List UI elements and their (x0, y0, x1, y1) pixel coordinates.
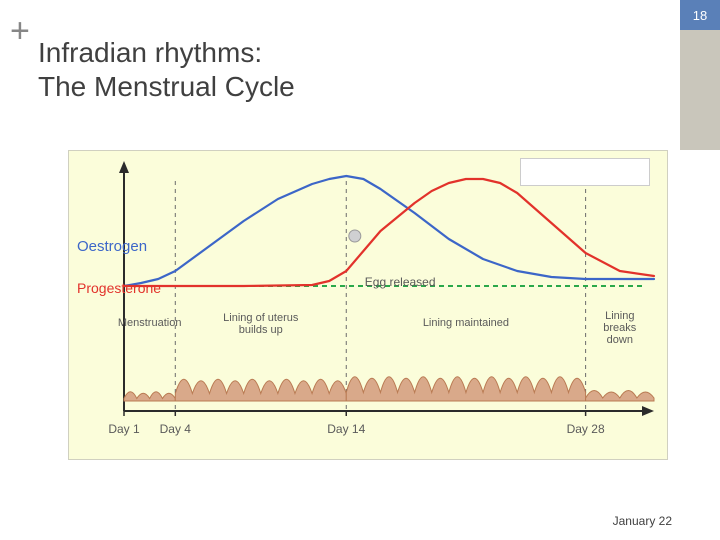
svg-text:Day 4: Day 4 (160, 422, 192, 436)
svg-text:Menstruation: Menstruation (118, 317, 182, 329)
title-line-2: The Menstrual Cycle (38, 70, 295, 104)
overlay-white-box (520, 158, 650, 186)
svg-text:Egg released: Egg released (365, 275, 436, 289)
svg-text:breaks: breaks (603, 322, 637, 334)
chart-svg: Egg released Oestrogen Progesterone Menstru… (69, 151, 669, 461)
slide-number: 18 (680, 0, 720, 30)
plus-icon: + (10, 14, 30, 48)
svg-text:Lining of uterus: Lining of uterus (223, 312, 299, 324)
svg-text:down: down (607, 334, 633, 346)
menstrual-cycle-chart: Egg released Oestrogen Progesterone Menstru… (68, 150, 668, 460)
svg-text:Day 14: Day 14 (327, 422, 365, 436)
title-line-1: Infradian rhythms: (38, 36, 295, 70)
footer-date: January 22 (613, 514, 672, 528)
svg-text:Lining maintained: Lining maintained (423, 317, 509, 329)
svg-text:Day 28: Day 28 (567, 422, 605, 436)
side-accent-bar (680, 30, 720, 150)
slide-title: Infradian rhythms: The Menstrual Cycle (38, 36, 295, 103)
svg-text:Oestrogen: Oestrogen (77, 238, 147, 255)
svg-text:Progesterone: Progesterone (77, 280, 161, 296)
svg-text:Day 1: Day 1 (108, 422, 140, 436)
svg-text:builds up: builds up (239, 324, 283, 336)
svg-text:Lining: Lining (605, 310, 634, 322)
